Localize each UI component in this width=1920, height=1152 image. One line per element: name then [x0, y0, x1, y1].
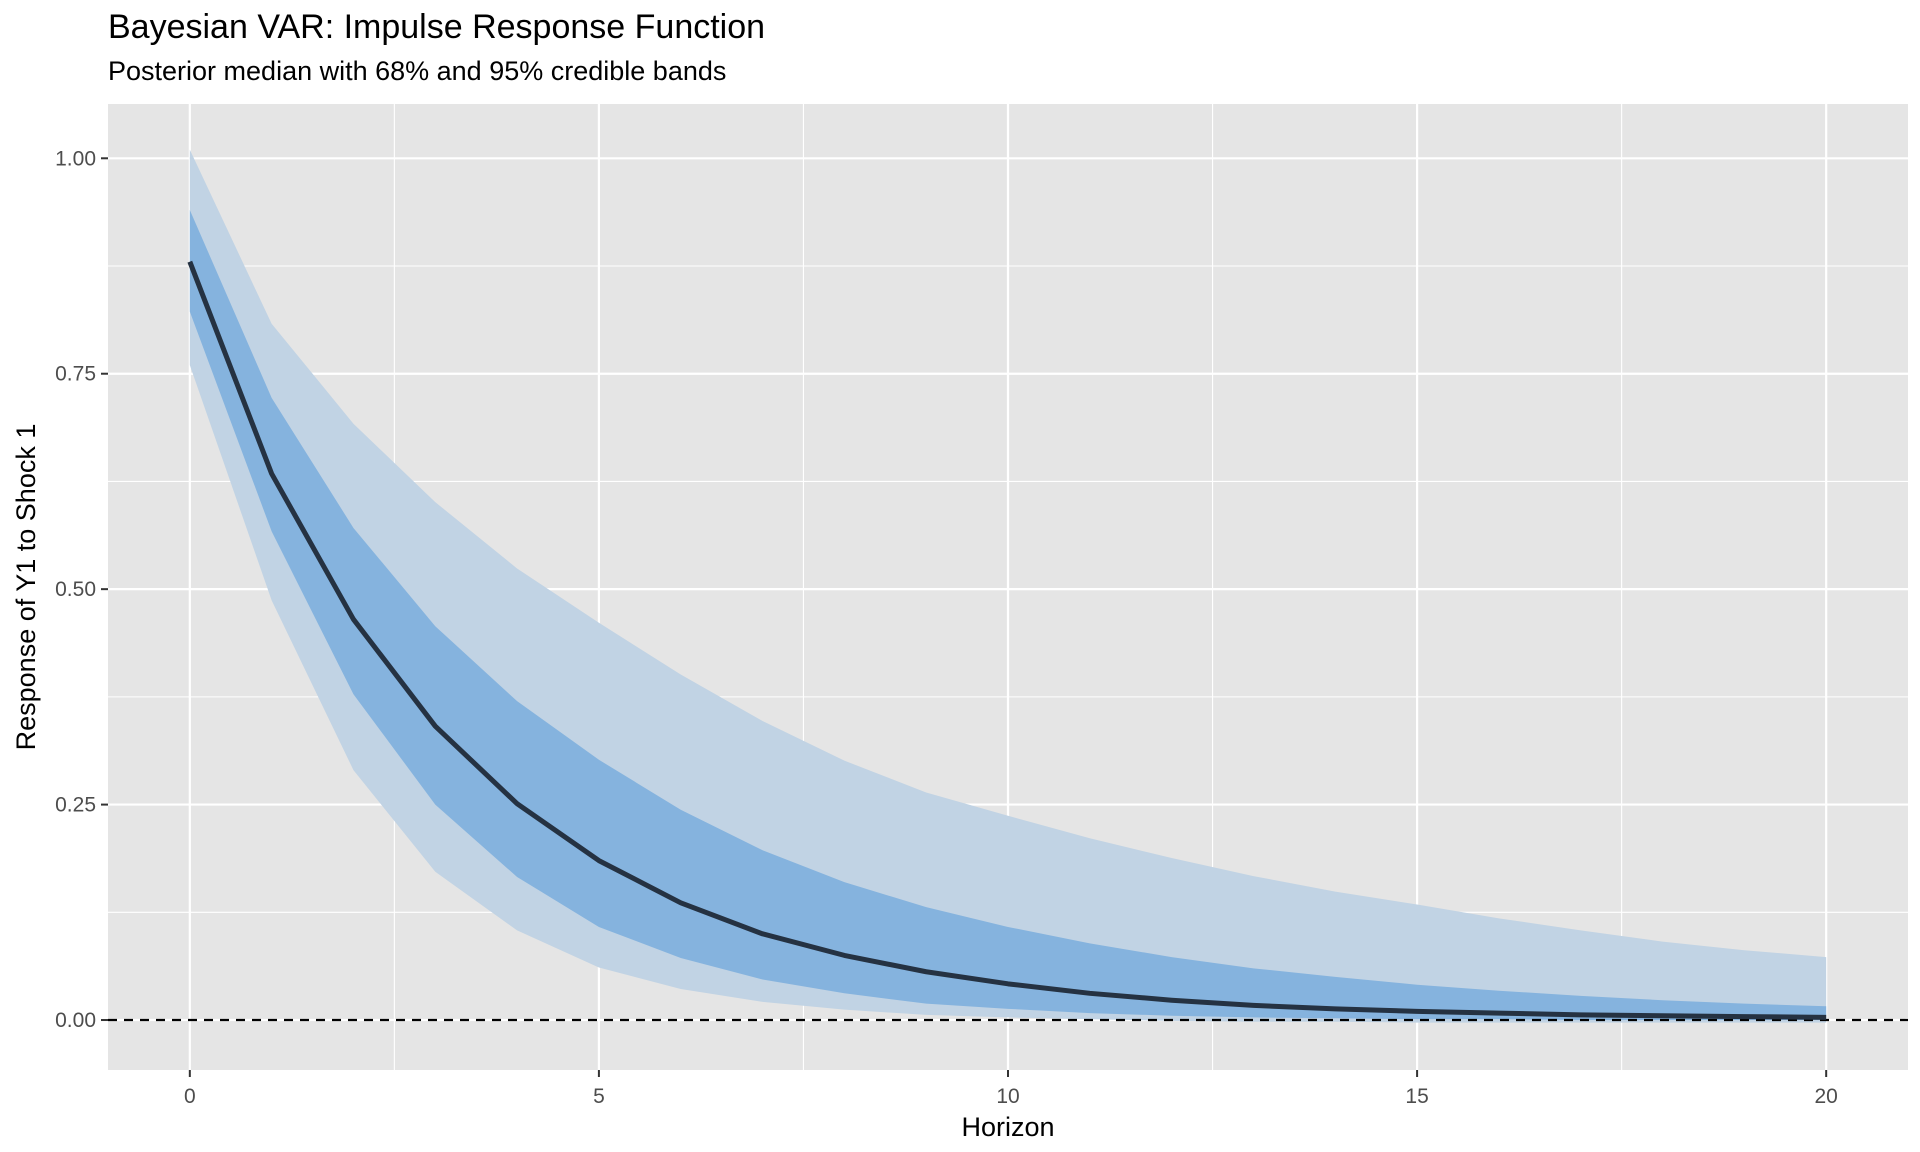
x-axis-title: Horizon — [961, 1112, 1054, 1142]
chart-subtitle: Posterior median with 68% and 95% credib… — [108, 56, 727, 86]
y-tick-label: 0.50 — [55, 578, 96, 601]
x-tick-label: 5 — [593, 1085, 605, 1108]
x-tick-label: 20 — [1815, 1085, 1838, 1108]
y-tick-label: 0.75 — [55, 363, 96, 386]
y-axis-title: Response of Y1 to Shock 1 — [11, 424, 41, 751]
band-68-credible — [189, 209, 1827, 1021]
x-tick-label: 10 — [996, 1085, 1019, 1108]
x-tick-label: 0 — [184, 1085, 196, 1108]
y-axis-ticks: 0.00 0.25 0.50 0.75 1.00 — [55, 147, 108, 1032]
y-tick-label: 1.00 — [55, 147, 96, 170]
median-line — [187, 260, 1827, 1020]
chart-title: Bayesian VAR: Impulse Response Function — [108, 8, 766, 46]
x-tick-label: 15 — [1405, 1085, 1428, 1108]
y-tick-label: 0.00 — [55, 1009, 96, 1032]
x-axis-ticks: 0 5 10 15 20 — [184, 1070, 1838, 1108]
y-tick-label: 0.25 — [55, 794, 96, 817]
